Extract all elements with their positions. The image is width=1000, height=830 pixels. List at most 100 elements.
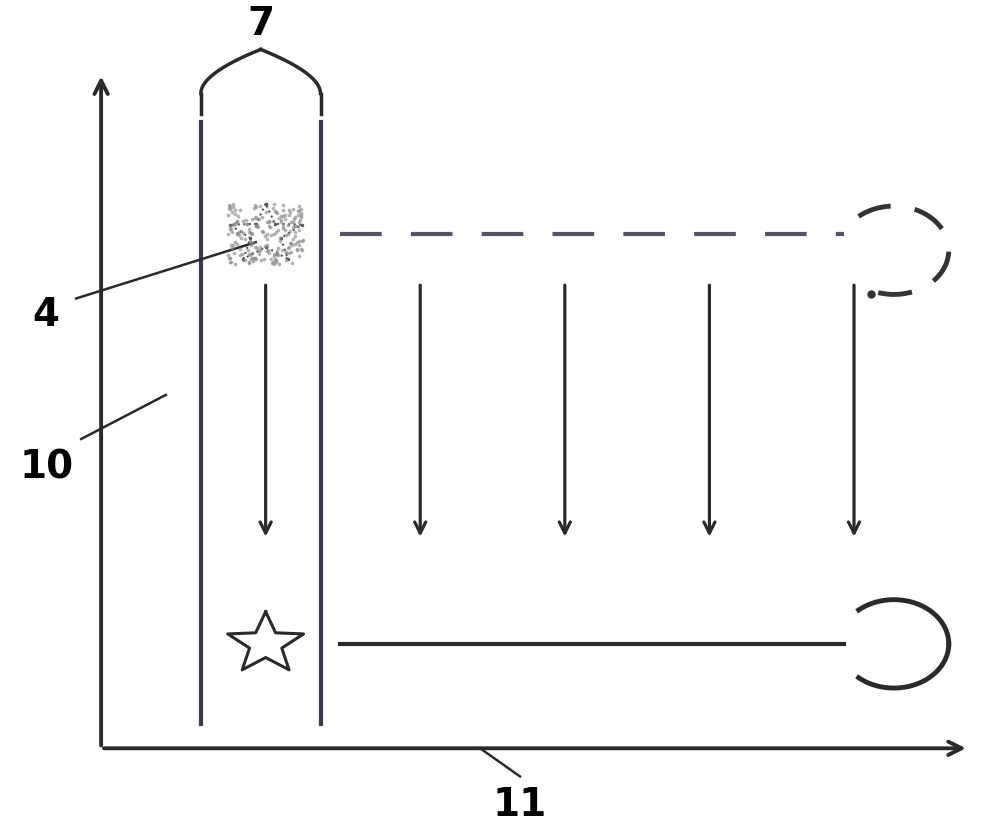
Point [272, 232, 288, 245]
Point [285, 215, 301, 228]
Point [293, 211, 309, 224]
Point [278, 228, 294, 242]
Point [227, 217, 243, 230]
Point [266, 250, 282, 263]
Point [287, 225, 303, 238]
Point [232, 243, 248, 256]
Point [239, 217, 255, 231]
Point [227, 207, 243, 220]
Point [220, 227, 236, 240]
Point [284, 239, 300, 252]
Point [224, 241, 240, 254]
Point [242, 235, 258, 248]
Point [233, 224, 249, 237]
Point [289, 243, 305, 256]
Point [272, 234, 288, 247]
Point [235, 227, 251, 240]
Point [273, 209, 289, 222]
Point [252, 243, 268, 256]
Point [221, 251, 237, 264]
Point [266, 198, 282, 211]
Point [249, 219, 265, 232]
Point [244, 227, 260, 241]
Point [222, 203, 238, 216]
Point [261, 219, 277, 232]
Point [268, 226, 284, 239]
Point [221, 199, 237, 212]
Point [223, 222, 239, 235]
Point [293, 203, 309, 216]
Point [221, 202, 237, 215]
Point [232, 203, 248, 217]
Point [283, 216, 299, 229]
Point [270, 248, 286, 261]
Point [254, 210, 270, 223]
Point [227, 203, 243, 217]
Point [252, 241, 268, 254]
Point [240, 243, 256, 256]
Point [267, 253, 283, 266]
Point [229, 237, 245, 251]
Point [275, 203, 291, 217]
Point [248, 252, 264, 266]
Point [269, 247, 285, 261]
Point [291, 238, 307, 251]
Point [241, 225, 257, 238]
Point [285, 232, 301, 245]
Point [243, 227, 259, 240]
Point [222, 251, 238, 265]
Point [287, 237, 303, 251]
Point [266, 257, 282, 271]
Point [259, 238, 275, 251]
Point [237, 253, 253, 266]
Point [222, 256, 238, 269]
Text: 10: 10 [19, 448, 73, 486]
Point [267, 204, 283, 217]
Point [262, 221, 278, 234]
Point [261, 247, 277, 260]
Point [280, 227, 296, 241]
Point [259, 215, 275, 228]
Point [291, 216, 307, 229]
Point [247, 251, 263, 264]
Point [269, 206, 285, 219]
Point [265, 215, 281, 228]
Point [291, 200, 307, 213]
Point [285, 220, 301, 233]
Point [282, 206, 298, 219]
Point [283, 237, 299, 250]
Point [290, 208, 306, 222]
Point [238, 213, 254, 227]
Point [281, 203, 297, 217]
Point [251, 212, 267, 225]
Point [282, 236, 298, 249]
Point [264, 256, 280, 269]
Point [223, 256, 239, 269]
Point [244, 212, 260, 226]
Point [248, 211, 264, 224]
Point [266, 227, 282, 241]
Point [285, 203, 301, 216]
Point [223, 238, 239, 251]
Point [247, 240, 263, 253]
Point [268, 256, 284, 269]
Point [246, 201, 262, 214]
Point [220, 248, 236, 261]
Point [287, 211, 303, 224]
Point [224, 226, 240, 239]
Point [252, 199, 268, 212]
Point [287, 220, 303, 233]
Point [292, 213, 308, 227]
Point [278, 253, 294, 266]
Point [280, 218, 296, 232]
Point [290, 204, 306, 217]
Point [263, 252, 279, 266]
Point [244, 251, 260, 265]
Point [239, 217, 255, 231]
Point [295, 233, 311, 247]
Point [241, 222, 257, 235]
Point [277, 212, 293, 225]
Point [229, 216, 245, 229]
Point [277, 209, 293, 222]
Point [226, 247, 242, 260]
